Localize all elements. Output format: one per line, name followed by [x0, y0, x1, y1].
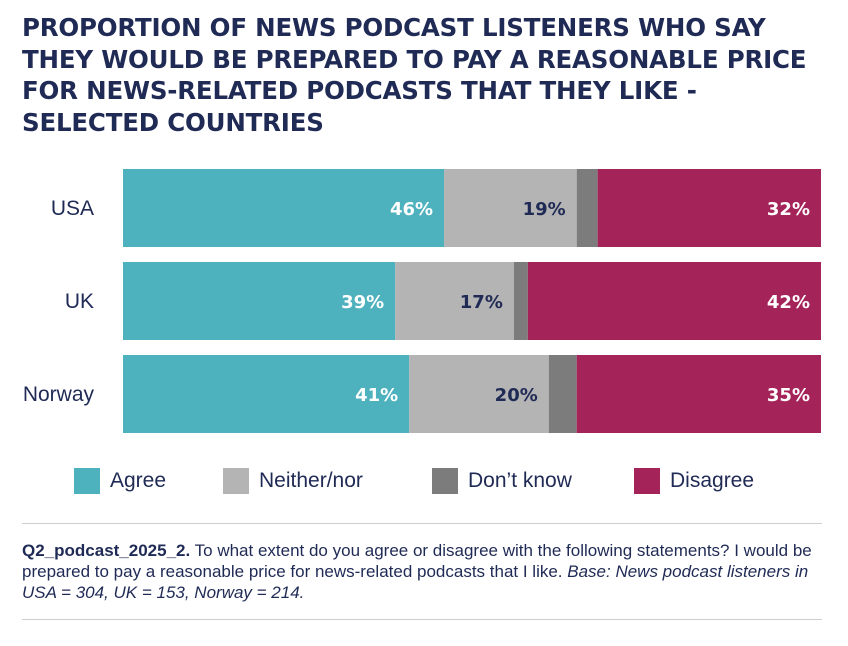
bar-usa-don-t-know[interactable] — [576, 169, 598, 247]
legend-swatch-neither — [223, 468, 249, 494]
data-label-usa-neither-nor: 19% — [523, 199, 566, 220]
bar-uk-neither-nor[interactable] — [395, 262, 514, 340]
legend-label-agree: Agree — [110, 469, 167, 492]
legend-swatch-dont-know — [432, 468, 458, 494]
divider-top — [22, 523, 822, 524]
divider-bottom — [22, 619, 822, 620]
data-label-norway-disagree: 35% — [767, 385, 810, 406]
category-label-uk: UK — [65, 290, 94, 313]
legend-label-dont-know: Don’t know — [468, 469, 572, 492]
legend-swatch-disagree — [634, 468, 660, 494]
legend-item-agree[interactable]: Agree — [74, 468, 166, 494]
category-label-usa: USA — [51, 197, 94, 220]
data-label-uk-neither-nor: 17% — [460, 292, 503, 313]
chart-legend: Agree Neither/nor Don’t know Disagree — [0, 468, 848, 500]
bar-norway-disagree[interactable] — [576, 355, 821, 433]
footnote-question-id: Q2_podcast_2025_2. — [22, 541, 191, 560]
legend-item-dont-know[interactable]: Don’t know — [432, 468, 572, 494]
data-label-uk-disagree: 42% — [767, 292, 810, 313]
bar-usa-neither-nor[interactable] — [444, 169, 577, 247]
legend-swatch-agree — [74, 468, 100, 494]
data-label-usa-agree: 46% — [390, 199, 433, 220]
legend-item-disagree[interactable]: Disagree — [634, 468, 754, 494]
bar-norway-agree[interactable] — [123, 355, 410, 433]
bar-norway-don-t-know[interactable] — [548, 355, 577, 433]
bar-usa-agree[interactable] — [123, 169, 445, 247]
bar-norway-neither-nor[interactable] — [409, 355, 549, 433]
bar-uk-disagree[interactable] — [527, 262, 821, 340]
stacked-bar-chart: USA 46% 19% 32% UK 39% 17% 42% Norway 41% 20% 35% — [23, 169, 821, 433]
legend-item-neither[interactable]: Neither/nor — [223, 468, 363, 494]
data-label-usa-disagree: 32% — [767, 199, 810, 220]
bar-uk-don-t-know[interactable] — [513, 262, 528, 340]
footnote-question-text: To what extent do you agree or disagree … — [22, 541, 812, 581]
bar-usa-disagree[interactable] — [597, 169, 821, 247]
legend-label-neither: Neither/nor — [259, 469, 363, 492]
bar-uk-agree[interactable] — [123, 262, 396, 340]
footnote-base: Base: News podcast listeners in USA = 30… — [22, 562, 809, 602]
data-label-uk-agree: 39% — [341, 292, 384, 313]
chart-title: PROPORTION OF NEWS PODCAST LISTENERS WHO… — [22, 13, 807, 137]
data-label-norway-neither-nor: 20% — [495, 385, 538, 406]
footnote: Q2_podcast_2025_2. To what extent do you… — [22, 540, 822, 603]
category-label-norway: Norway — [23, 383, 95, 406]
legend-label-disagree: Disagree — [670, 469, 755, 492]
data-label-norway-agree: 41% — [355, 385, 398, 406]
